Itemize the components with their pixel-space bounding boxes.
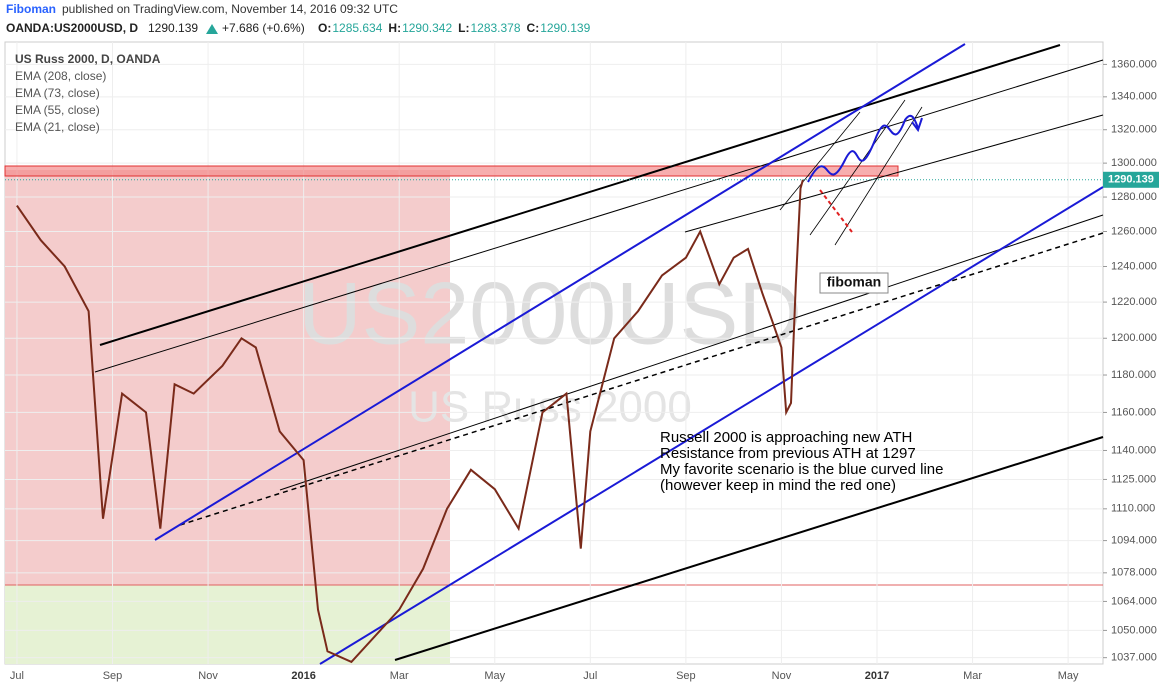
x-tick-label: Sep (103, 670, 123, 682)
legend: US Russ 2000, D, OANDA EMA (208, close) EM… (15, 52, 161, 134)
y-tick-label: 1320.000 (1111, 124, 1157, 136)
y-tick-label: 1037.000 (1111, 652, 1157, 664)
symbol: OANDA:US2000USD, D (6, 21, 138, 35)
ohlc-value: 1285.634 (332, 21, 382, 35)
legend-entry: EMA (55, close) (15, 103, 100, 117)
x-tick-label: Jul (10, 670, 24, 682)
x-tick-label: 2016 (291, 670, 315, 682)
legend-entry: EMA (21, close) (15, 120, 100, 134)
y-tick-label: 1340.000 (1111, 91, 1157, 103)
x-tick-label: 2017 (865, 670, 889, 682)
ohlc-label: C: (527, 21, 540, 35)
annotations: Russell 2000 is approaching new ATHResis… (660, 429, 943, 494)
ohlc-value: 1290.342 (402, 21, 452, 35)
ohlc-value: 1283.378 (470, 21, 520, 35)
annotation: Resistance from previous ATH at 1297 (660, 445, 916, 462)
x-tick-label: Mar (963, 670, 982, 682)
price-line (16, 179, 804, 664)
y-tick-label: 1094.000 (1111, 534, 1157, 546)
up-arrow (206, 24, 218, 34)
legend-entry: US Russ 2000, D, OANDA (15, 52, 161, 66)
last-price-box (1103, 171, 1159, 188)
y-tick-label: 1300.000 (1111, 157, 1157, 169)
ohlc-label: O: (318, 21, 331, 35)
resistance-zone (4, 165, 899, 177)
x-tick-label: Mar (390, 670, 409, 682)
y-tick-label: 1160.000 (1111, 406, 1156, 418)
signature-box (819, 272, 889, 294)
ohlc-label: L: (458, 21, 469, 35)
y-tick-label: 1280.000 (1111, 191, 1157, 203)
ohlc: O: 1285.634 H: 1290.342 L: 1283.378 C: 1290.139 (318, 21, 591, 35)
ohlc-value: 1290.139 (540, 21, 590, 35)
x-tick-label: Nov (198, 670, 218, 682)
x-tick-label: Sep (676, 670, 696, 682)
y-tick-label: 1125.000 (1111, 473, 1156, 485)
y-tick-label: 1200.000 (1111, 332, 1157, 344)
last-price: 1290.139 (1108, 174, 1154, 186)
y-tick-label: 1180.000 (1111, 369, 1156, 381)
y-tick-label: 1240.000 (1111, 260, 1157, 272)
y-tick-label: 1078.000 (1111, 567, 1157, 579)
annotation: My favorite scenario is the blue curved … (660, 461, 943, 478)
signature: fiboman (827, 274, 881, 290)
y-tick-label: 1064.000 (1111, 595, 1157, 607)
long-zone (5, 585, 450, 664)
x-tick-label: May (1058, 670, 1079, 682)
annotation: (however keep in mind the red one) (660, 477, 896, 494)
watermark: US2000USD (298, 263, 802, 362)
x-tick-label: Jul (583, 670, 597, 682)
x-tick-label: Nov (772, 670, 792, 682)
y-tick-label: 1220.000 (1111, 296, 1157, 308)
published: published on TradingView.com, November 1… (62, 2, 398, 16)
legend-entry: EMA (73, close) (15, 86, 100, 100)
legend-entry: EMA (208, close) (15, 69, 106, 83)
ohlc-label: H: (388, 21, 401, 35)
author[interactable]: Fiboman (6, 2, 56, 16)
short-zone (5, 170, 450, 585)
y-tick-label: 1110.000 (1111, 503, 1155, 515)
y-tick-label: 1140.000 (1111, 444, 1156, 456)
x-tick-label: May (484, 670, 505, 682)
y-tick-label: 1260.000 (1111, 225, 1157, 237)
change: +7.686 (+0.6%) (222, 21, 305, 35)
annotation: Russell 2000 is approaching new ATH (660, 429, 912, 446)
price: 1290.139 (148, 21, 198, 35)
trendlines (94, 43, 1104, 665)
y-tick-label: 1050.000 (1111, 624, 1157, 636)
y-tick-label: 1360.000 (1111, 58, 1157, 70)
